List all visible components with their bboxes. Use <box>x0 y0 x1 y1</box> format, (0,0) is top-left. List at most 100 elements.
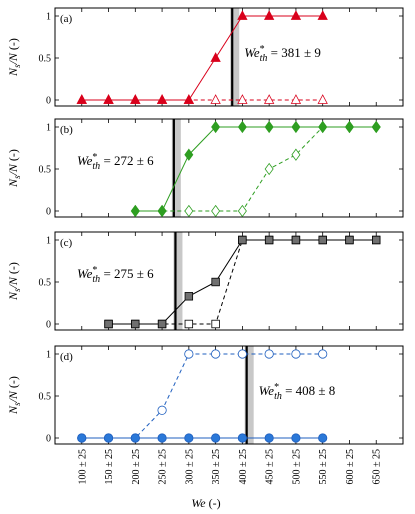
y-tick-label: 0 <box>46 434 51 445</box>
series-line-solid <box>108 239 377 325</box>
data-point-open <box>211 349 221 359</box>
data-point-filled <box>264 235 274 245</box>
x-tick-label: 100 ± 25 <box>77 449 88 485</box>
data-point-open <box>290 94 302 104</box>
data-point-open <box>211 319 220 329</box>
data-point-filled <box>157 319 167 329</box>
series-line-solid <box>81 15 323 101</box>
data-point-open <box>317 94 328 104</box>
data-point-open <box>184 319 194 329</box>
data-point-filled <box>211 120 221 134</box>
threshold-annotation: We* th = 272 ± 6 <box>77 152 154 172</box>
panel-tag: (b) <box>60 124 73 136</box>
y-axis-title: Ns/N (-) <box>6 149 22 188</box>
y-tick-label: 0.5 <box>39 392 52 403</box>
series-line-dashed <box>81 353 323 439</box>
y-axis-title: Ns/N (-) <box>6 376 22 415</box>
data-point-filled <box>290 10 302 20</box>
x-tick-label: 300 ± 25 <box>184 449 195 485</box>
threshold-band <box>171 119 181 217</box>
data-point-open <box>264 162 274 176</box>
data-point-open <box>157 405 167 415</box>
y-tick-label: 1 <box>46 350 51 361</box>
axes-frame <box>54 345 404 445</box>
x-axis-title: We (-) <box>191 496 220 510</box>
data-point-filled <box>76 94 87 104</box>
data-point-filled <box>318 120 328 134</box>
series-line-dashed <box>108 239 377 325</box>
x-tick-label: 150 ± 25 <box>104 449 115 485</box>
data-point-open <box>263 94 275 104</box>
y-tick-label: 1 <box>46 236 51 247</box>
data-point-filled <box>317 10 328 20</box>
data-point-filled <box>263 10 275 20</box>
threshold-annotation: We* th = 381 ± 9 <box>244 44 321 64</box>
data-point-filled <box>344 120 354 134</box>
y-tick-label: 1 <box>46 12 51 23</box>
y-tick-label: 0 <box>46 96 51 107</box>
x-tick-label: 500 ± 25 <box>291 449 302 485</box>
x-tick-label: 250 ± 25 <box>158 449 169 485</box>
panel-tag: (c) <box>60 237 73 249</box>
data-point-filled <box>318 433 328 443</box>
data-point-filled <box>345 235 354 245</box>
threshold-annotation: We* th = 275 ± 6 <box>77 265 154 285</box>
data-point-filled <box>291 120 301 134</box>
axes-frame <box>54 231 404 331</box>
threshold-band <box>244 346 254 444</box>
data-point-filled <box>291 235 301 245</box>
x-tick-label: 400 ± 25 <box>238 449 249 485</box>
y-tick-label: 0 <box>46 207 51 218</box>
series-line-dashed <box>135 126 377 212</box>
data-point-open <box>237 94 248 104</box>
data-point-open <box>291 349 301 359</box>
data-point-filled <box>237 120 247 134</box>
y-tick-label: 1 <box>46 123 51 134</box>
panel-2: 0 0.5 1 Ns/N (-) (b) We* th = 272 ± 6 <box>6 118 404 218</box>
y-tick-label: 0.5 <box>39 278 52 289</box>
panel-4: 0 0.5 1 Ns/N (-) (d) We* th = 408 ± 8 <box>6 345 404 445</box>
data-point-filled <box>237 10 248 20</box>
data-point-filled <box>157 433 167 443</box>
data-point-filled <box>210 52 221 62</box>
data-point-open <box>210 94 221 104</box>
data-point-filled <box>211 433 221 443</box>
series-line-solid <box>135 126 377 212</box>
data-point-filled <box>77 433 87 443</box>
data-point-filled <box>103 94 114 104</box>
data-point-open <box>237 349 247 359</box>
y-tick-label: 0.5 <box>39 54 52 65</box>
panel-3: 0 0.5 1 Ns/N (-) (c) We* th = 275 ± 6 <box>6 231 404 331</box>
data-point-filled <box>130 433 140 443</box>
data-point-filled <box>184 148 194 161</box>
data-point-filled <box>184 433 194 443</box>
threshold-annotation: We* th = 408 ± 8 <box>259 382 336 402</box>
y-axis-title: Ns/N (-) <box>6 38 22 77</box>
panel-1: 0 0.5 1 Ns/N (-) (a) We* th = 381 ± 9 <box>6 7 404 107</box>
data-point-filled <box>130 94 141 104</box>
data-point-filled <box>156 94 168 104</box>
data-point-filled <box>264 433 274 443</box>
y-axis-title: Ns/N (-) <box>6 262 22 301</box>
data-point-open <box>291 148 301 161</box>
data-point-open <box>211 204 221 218</box>
data-point-filled <box>131 319 140 329</box>
data-point-filled <box>104 319 113 329</box>
data-point-filled <box>157 204 167 218</box>
data-point-open <box>184 204 194 218</box>
data-point-filled <box>211 277 220 287</box>
threshold-band <box>230 8 240 106</box>
x-tick-label: 600 ± 25 <box>345 449 356 485</box>
panel-tag: (d) <box>60 351 73 363</box>
data-point-filled <box>184 292 194 301</box>
data-point-filled <box>237 433 247 443</box>
data-point-filled <box>291 433 301 443</box>
y-tick-label: 0 <box>46 320 51 331</box>
data-point-filled <box>238 235 247 245</box>
data-point-open <box>184 349 194 359</box>
data-point-filled <box>103 433 114 443</box>
data-point-filled <box>130 204 140 218</box>
data-point-filled <box>372 235 381 245</box>
panel-tag: (a) <box>60 13 73 25</box>
